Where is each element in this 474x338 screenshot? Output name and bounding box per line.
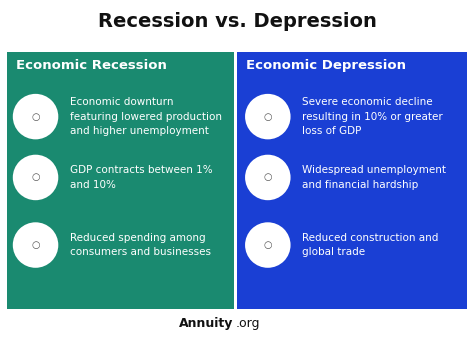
Text: Reduced spending among
consumers and businesses: Reduced spending among consumers and bus… (70, 233, 211, 257)
FancyBboxPatch shape (7, 52, 234, 309)
Ellipse shape (13, 155, 58, 200)
Text: ○: ○ (31, 172, 40, 183)
Ellipse shape (245, 222, 291, 268)
Ellipse shape (245, 155, 291, 200)
Text: ○: ○ (264, 240, 272, 250)
Text: ○: ○ (31, 112, 40, 122)
Text: .org: .org (236, 317, 260, 330)
FancyBboxPatch shape (237, 52, 467, 309)
Ellipse shape (245, 94, 291, 139)
Text: GDP contracts between 1%
and 10%: GDP contracts between 1% and 10% (70, 165, 213, 190)
Text: Annuity: Annuity (179, 317, 234, 330)
Text: Economic Recession: Economic Recession (16, 59, 166, 72)
Text: Economic Depression: Economic Depression (246, 59, 406, 72)
Text: Economic downturn
featuring lowered production
and higher unemployment: Economic downturn featuring lowered prod… (70, 97, 222, 136)
Ellipse shape (13, 222, 58, 268)
Text: Widespread unemployment
and financial hardship: Widespread unemployment and financial ha… (302, 165, 447, 190)
Text: Recession vs. Depression: Recession vs. Depression (98, 13, 376, 31)
Text: ○: ○ (264, 172, 272, 183)
Ellipse shape (13, 94, 58, 139)
Text: Reduced construction and
global trade: Reduced construction and global trade (302, 233, 439, 257)
Text: Severe economic decline
resulting in 10% or greater
loss of GDP: Severe economic decline resulting in 10%… (302, 97, 443, 136)
Text: ○: ○ (264, 112, 272, 122)
Text: ○: ○ (31, 240, 40, 250)
